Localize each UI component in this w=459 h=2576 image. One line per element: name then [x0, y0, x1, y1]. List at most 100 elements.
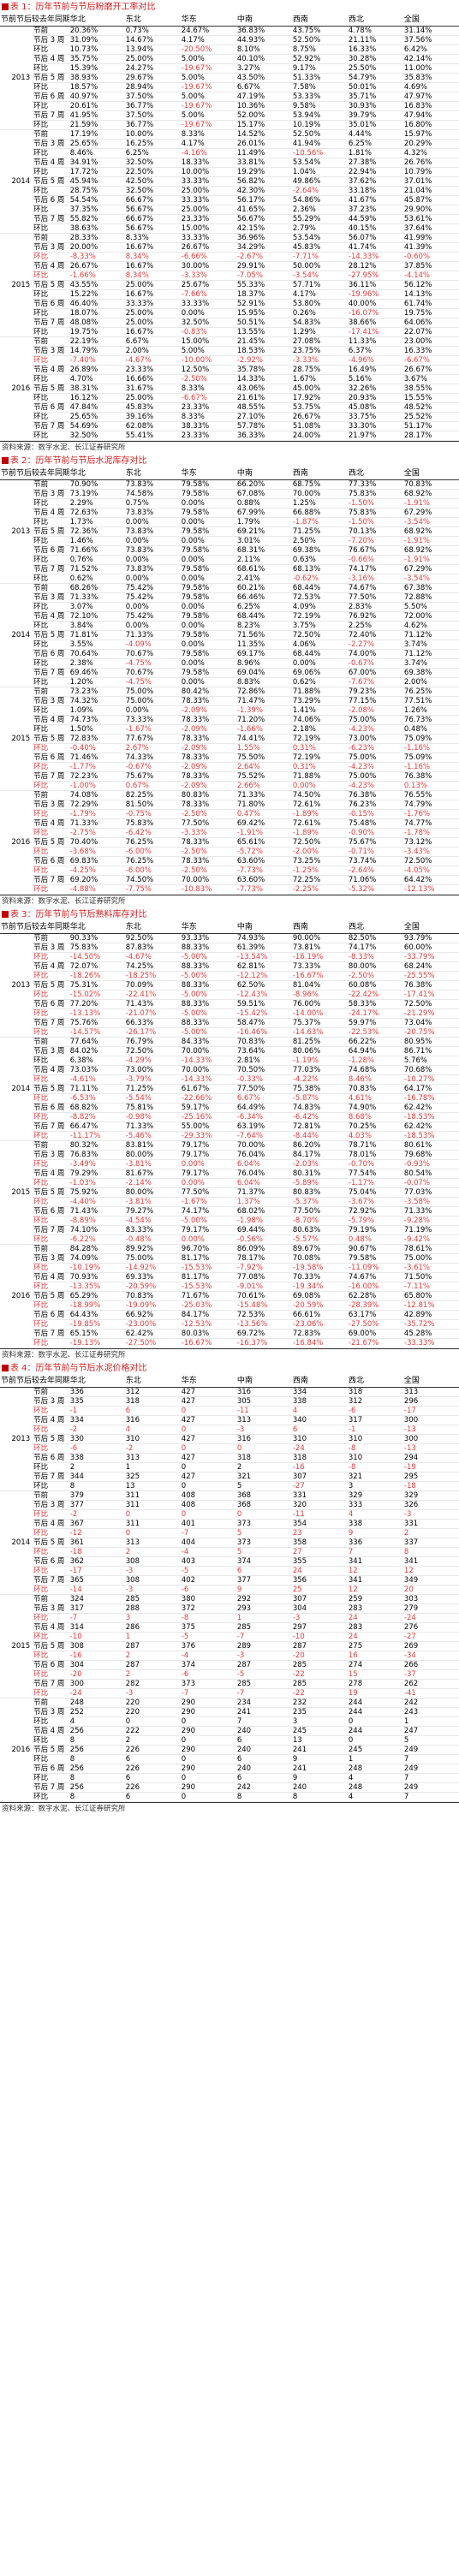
value-cell: 283 [347, 1622, 403, 1633]
value-cell: 252 [69, 1707, 125, 1717]
value-cell: 70.00% [291, 489, 348, 499]
value-cell: 49.86% [291, 176, 348, 187]
value-cell: 25.65% [69, 412, 125, 422]
value-cell: -2.92% [235, 355, 292, 366]
value-cell: 20.29% [402, 139, 459, 149]
row-label: 节后 4 周 [33, 1169, 69, 1179]
value-cell: 74.00% [347, 649, 403, 659]
column-header: 东北 [124, 468, 181, 480]
value-cell: -6.34% [235, 1112, 292, 1122]
value-cell: 6 [124, 1792, 181, 1802]
value-cell: 12 [347, 1566, 403, 1576]
table-row: 节后 6 周 71.46% 74.33% 78.33% 75.50% 72.19% 75.0… [0, 753, 459, 763]
value-cell: 41.67% [347, 195, 403, 205]
year-cell: 2014 [0, 129, 33, 234]
table-row: 2015 节前 28.33% 8.33% 33.33% 36.96% 53.54% 56.07… [0, 233, 459, 337]
value-cell: -7 [69, 1613, 125, 1623]
value-cell: 3.74% [402, 640, 459, 650]
value-cell: 242 [235, 1782, 292, 1793]
table-row: 环比 8 6 0 6 9 1 7 [0, 1754, 459, 1764]
value-cell: 36.11% [347, 280, 403, 290]
value-cell: 37.35% [69, 205, 125, 215]
value-cell: 311 [124, 1500, 181, 1510]
value-cell: 0.75% [124, 498, 181, 509]
value-cell: -4.23% [347, 762, 403, 772]
table-row: 节后 3 周 71.33% 75.42% 79.58% 66.46% 72.53% 77.5… [0, 592, 459, 603]
value-cell: 0.48% [402, 724, 459, 735]
value-cell: 1.67% [291, 374, 348, 384]
value-cell: 73.81% [291, 943, 348, 953]
table-row: 节后 7 周 300 282 373 285 285 278 262 [0, 1679, 459, 1689]
value-cell: 15.95% [235, 308, 292, 318]
value-cell: 19.29% [235, 167, 292, 177]
value-cell: 2 [124, 1547, 181, 1557]
row-label: 环比 [33, 762, 69, 772]
value-cell: 0 [124, 1716, 181, 1727]
value-cell: 34.91% [69, 158, 125, 168]
value-cell: 73.33% [291, 961, 348, 972]
value-cell: 2.18% [291, 724, 348, 735]
value-cell: 9 [235, 1585, 292, 1595]
value-cell: 67.00% [347, 668, 403, 678]
row-label: 节后 5 周 [33, 1641, 69, 1651]
value-cell: 69.20% [69, 875, 125, 885]
value-cell: 17.92% [291, 393, 348, 403]
value-cell: 287 [235, 1660, 292, 1670]
value-cell: -2.09% [180, 724, 236, 735]
value-cell: 32.50% [124, 158, 181, 168]
row-label: 节后 3 周 [33, 139, 69, 149]
table-row: 环比 -4.61% -3.79% -14.33% -0.33% -4.22% 8.46% -1… [0, 1074, 459, 1085]
value-cell: -17.41% [402, 990, 459, 1000]
row-label: 节后 4 周 [33, 158, 69, 168]
value-cell: 276 [402, 1622, 459, 1633]
value-cell: -2.09% [180, 781, 236, 791]
value-cell: 54.83% [291, 318, 348, 328]
row-label: 节后 5 周 [33, 384, 69, 394]
value-cell: 5.50% [402, 602, 459, 612]
value-cell: 8 [402, 1547, 459, 1557]
value-cell: 427 [180, 1434, 236, 1444]
value-cell: 0 [235, 1443, 292, 1454]
value-cell: 20.93% [347, 393, 403, 403]
row-label: 节后 4 周 [33, 1415, 69, 1425]
value-cell: 0.00% [291, 781, 348, 791]
value-cell: 0 [180, 1735, 236, 1746]
value-cell: 5.76% [402, 1056, 459, 1066]
row-label: 节后 4 周 [33, 365, 69, 375]
value-cell: 376 [180, 1641, 236, 1651]
value-cell: 63.17% [347, 1310, 403, 1320]
row-label: 环比 [33, 1509, 69, 1520]
value-cell: 287 [124, 1660, 181, 1670]
value-cell: 18.33% [180, 158, 236, 168]
value-cell: 4 [124, 1425, 181, 1435]
value-cell: 6.25% [235, 602, 292, 612]
value-cell: 16.83% [402, 101, 459, 111]
row-label: 环比 [33, 186, 69, 196]
table-row: 环比 1.20% -4.75% 0.00% 8.83% 0.62% -7.67% 2.00% [0, 677, 459, 687]
value-cell: -24 [402, 1613, 459, 1623]
row-label: 节后 7 周 [33, 110, 69, 121]
value-cell: 78.33% [180, 837, 236, 848]
value-cell: -7 [180, 1688, 236, 1698]
value-cell: 341 [347, 1575, 403, 1585]
value-cell: 74.67% [347, 1272, 403, 1282]
value-cell: 15.55% [402, 393, 459, 403]
value-cell: 73.00% [347, 734, 403, 744]
table-row: 节后 4 周 79.29% 81.67% 79.17% 76.04% 80.31% 77.5… [0, 1169, 459, 1179]
value-cell: 90.33% [69, 933, 125, 943]
value-cell: -8.33% [69, 252, 125, 262]
value-cell: 75.31% [69, 980, 125, 991]
value-cell: 290 [180, 1764, 236, 1774]
value-cell: 18.37% [235, 289, 292, 300]
value-cell: 408 [180, 1490, 236, 1501]
row-label: 环比 [33, 640, 69, 650]
value-cell: 310 [124, 1434, 181, 1444]
value-cell: 4 [291, 1406, 348, 1416]
value-cell: -3 [291, 1613, 348, 1623]
row-label: 环比 [33, 1716, 69, 1727]
value-cell: 377 [235, 1575, 292, 1585]
value-cell: 50.51% [235, 318, 292, 328]
value-cell: 235 [291, 1707, 348, 1717]
value-cell: 0 [124, 1509, 181, 1520]
value-cell: 1 [235, 1613, 292, 1623]
